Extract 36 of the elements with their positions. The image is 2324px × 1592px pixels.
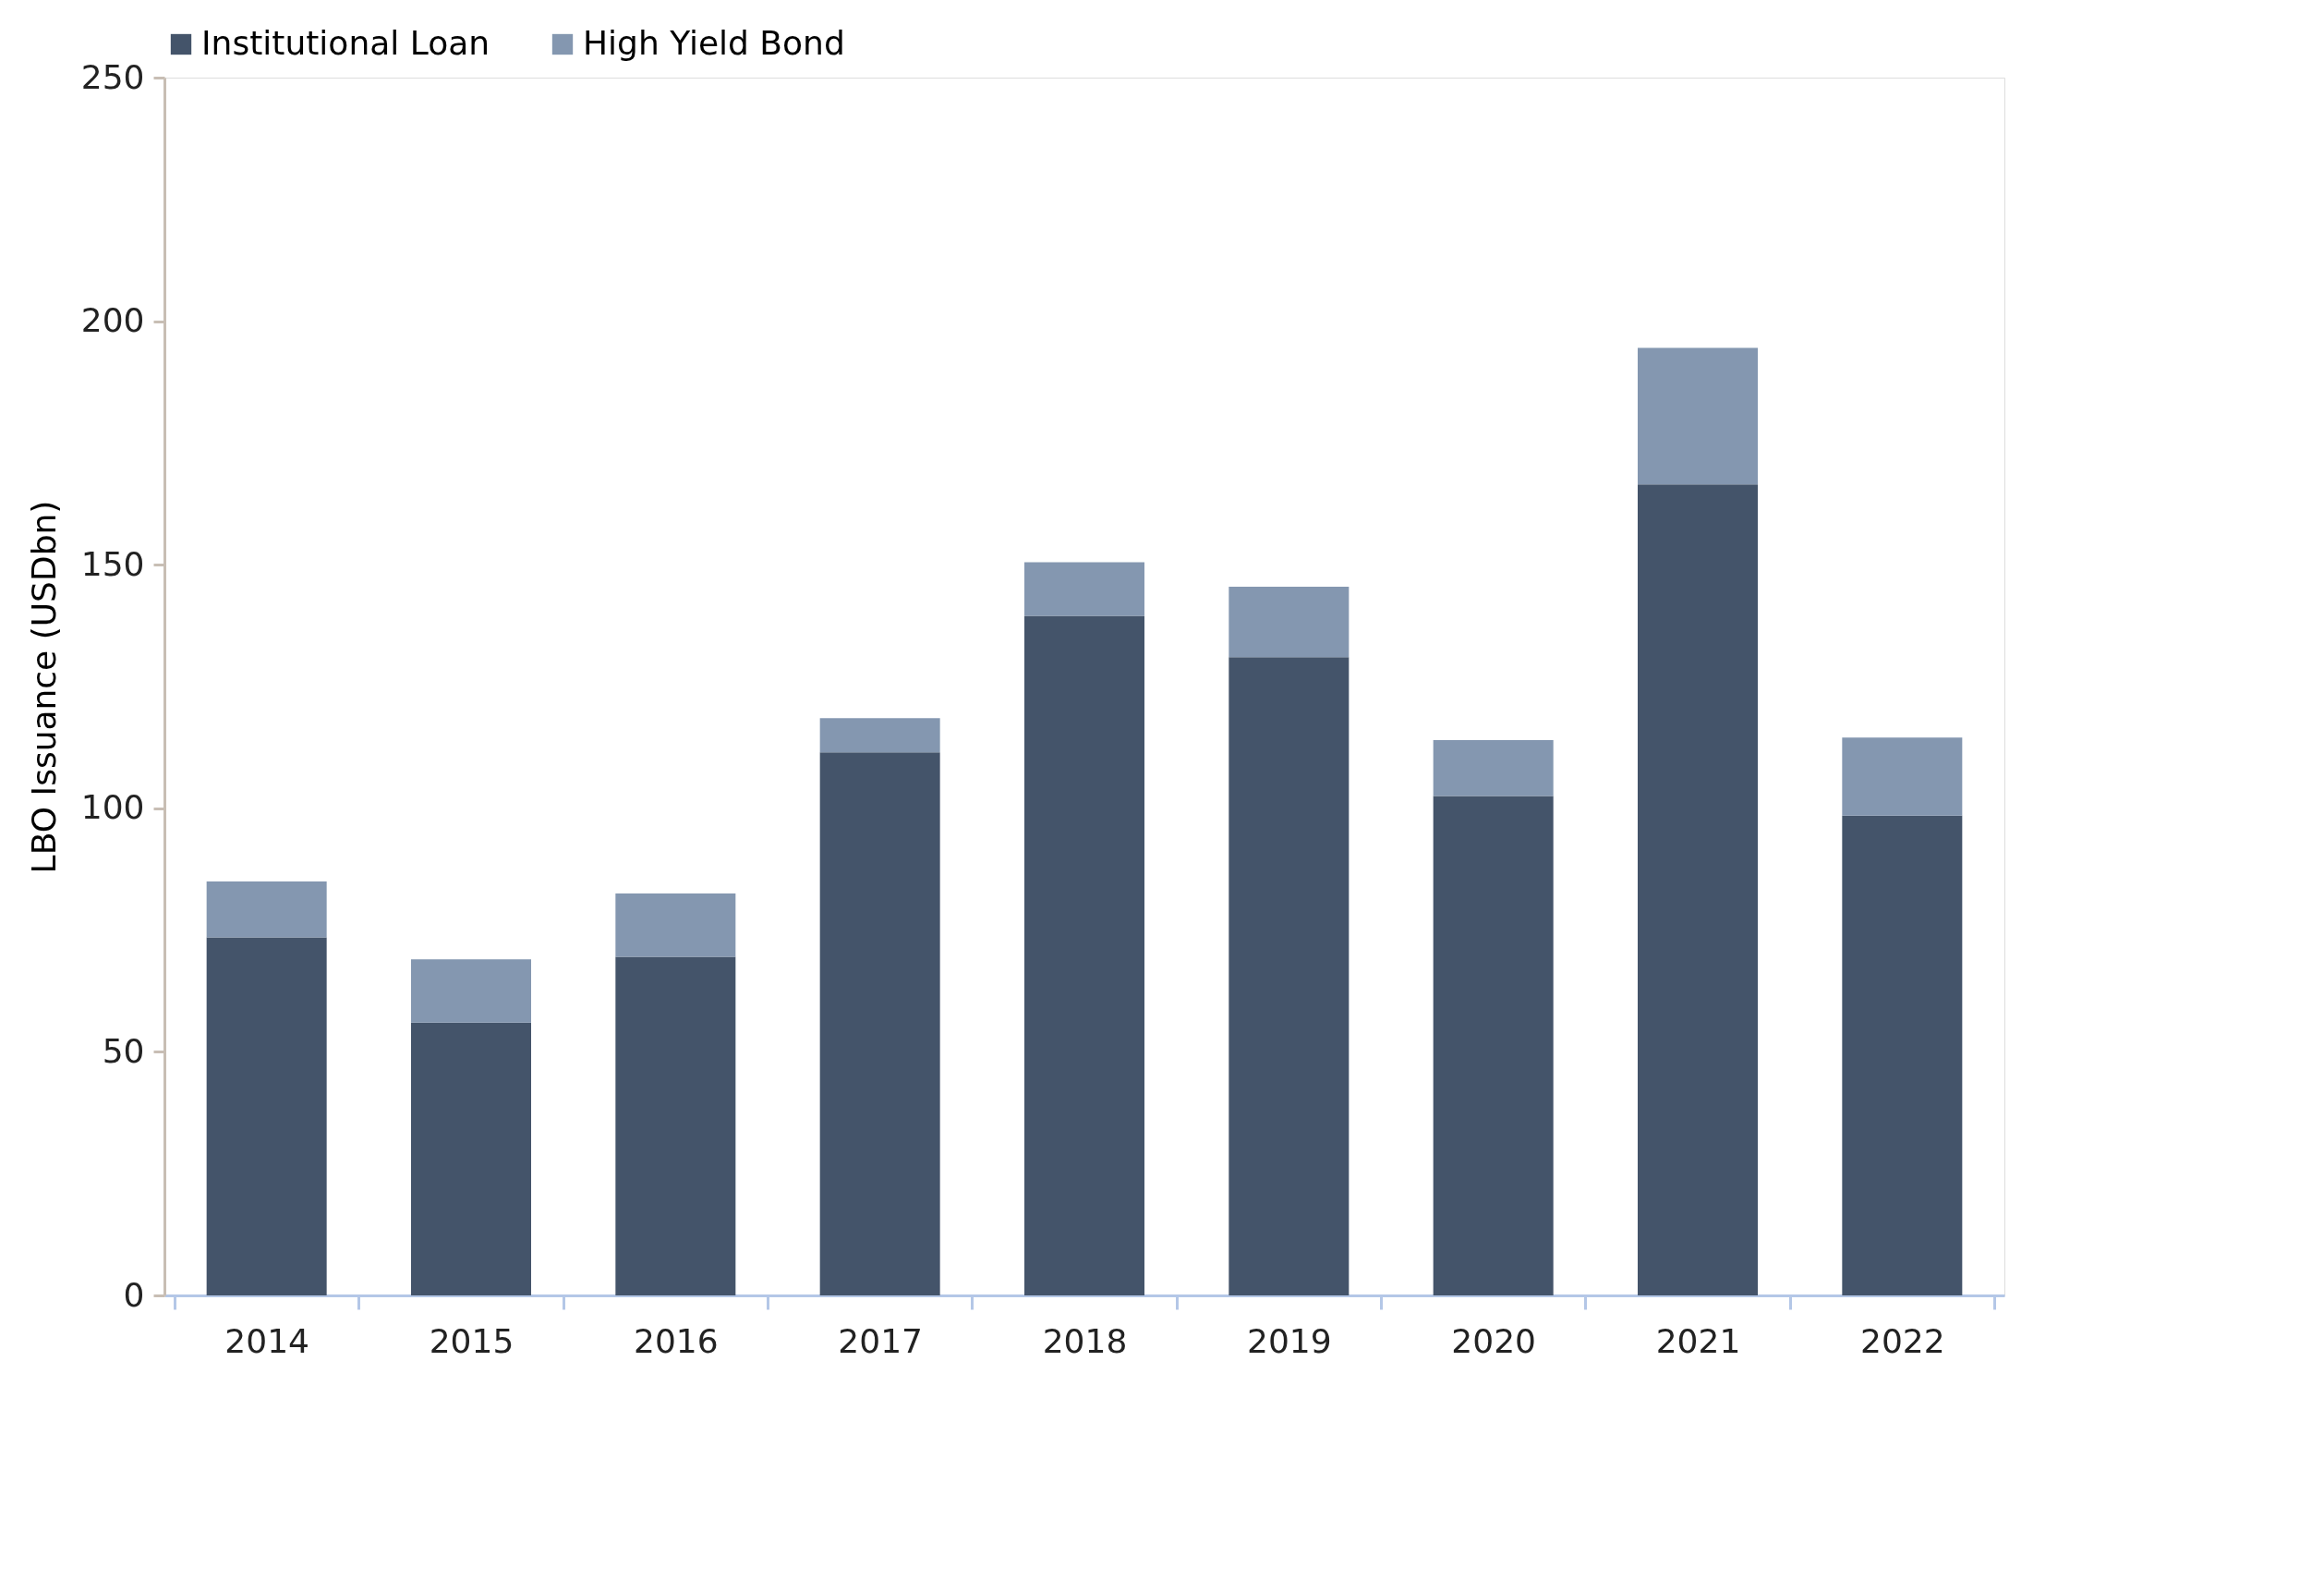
bar [1024,615,1144,1295]
bar [1433,796,1554,1295]
legend-label: High Yield Bond [583,24,845,62]
y-tick-label: 0 [123,1275,145,1314]
bar [1638,484,1758,1295]
bar [615,893,736,957]
x-tick-label: 2021 [1655,1321,1741,1360]
y-tick-label: 200 [80,301,145,340]
x-tick-label: 2018 [1042,1321,1128,1360]
y-axis-title: LBO Issuance (USDbn) [24,500,63,874]
y-tick-label: 50 [102,1031,145,1070]
bar [206,937,327,1295]
bar [1229,657,1350,1295]
bar [411,959,531,1023]
x-tick-label: 2022 [1860,1321,1945,1360]
bar [615,956,736,1295]
bar [1842,815,1963,1295]
legend-label: Institutional Loan [201,24,490,62]
y-tick-label: 100 [80,788,145,827]
x-tick-label: 2019 [1247,1321,1332,1360]
y-tick-label: 150 [80,544,145,583]
bar [1229,586,1350,658]
bar [1842,737,1963,816]
bar [206,881,327,938]
bar [411,1022,531,1295]
x-tick-label: 2014 [224,1321,309,1360]
bar [819,752,940,1295]
bar [1024,562,1144,616]
bar [1638,347,1758,485]
x-tick-label: 2016 [634,1321,719,1360]
y-tick-label: 250 [80,57,145,96]
x-tick-label: 2015 [429,1321,514,1360]
bar [1433,739,1554,796]
x-tick-label: 2017 [838,1321,923,1360]
bar [819,718,940,753]
x-tick-label: 2020 [1451,1321,1536,1360]
